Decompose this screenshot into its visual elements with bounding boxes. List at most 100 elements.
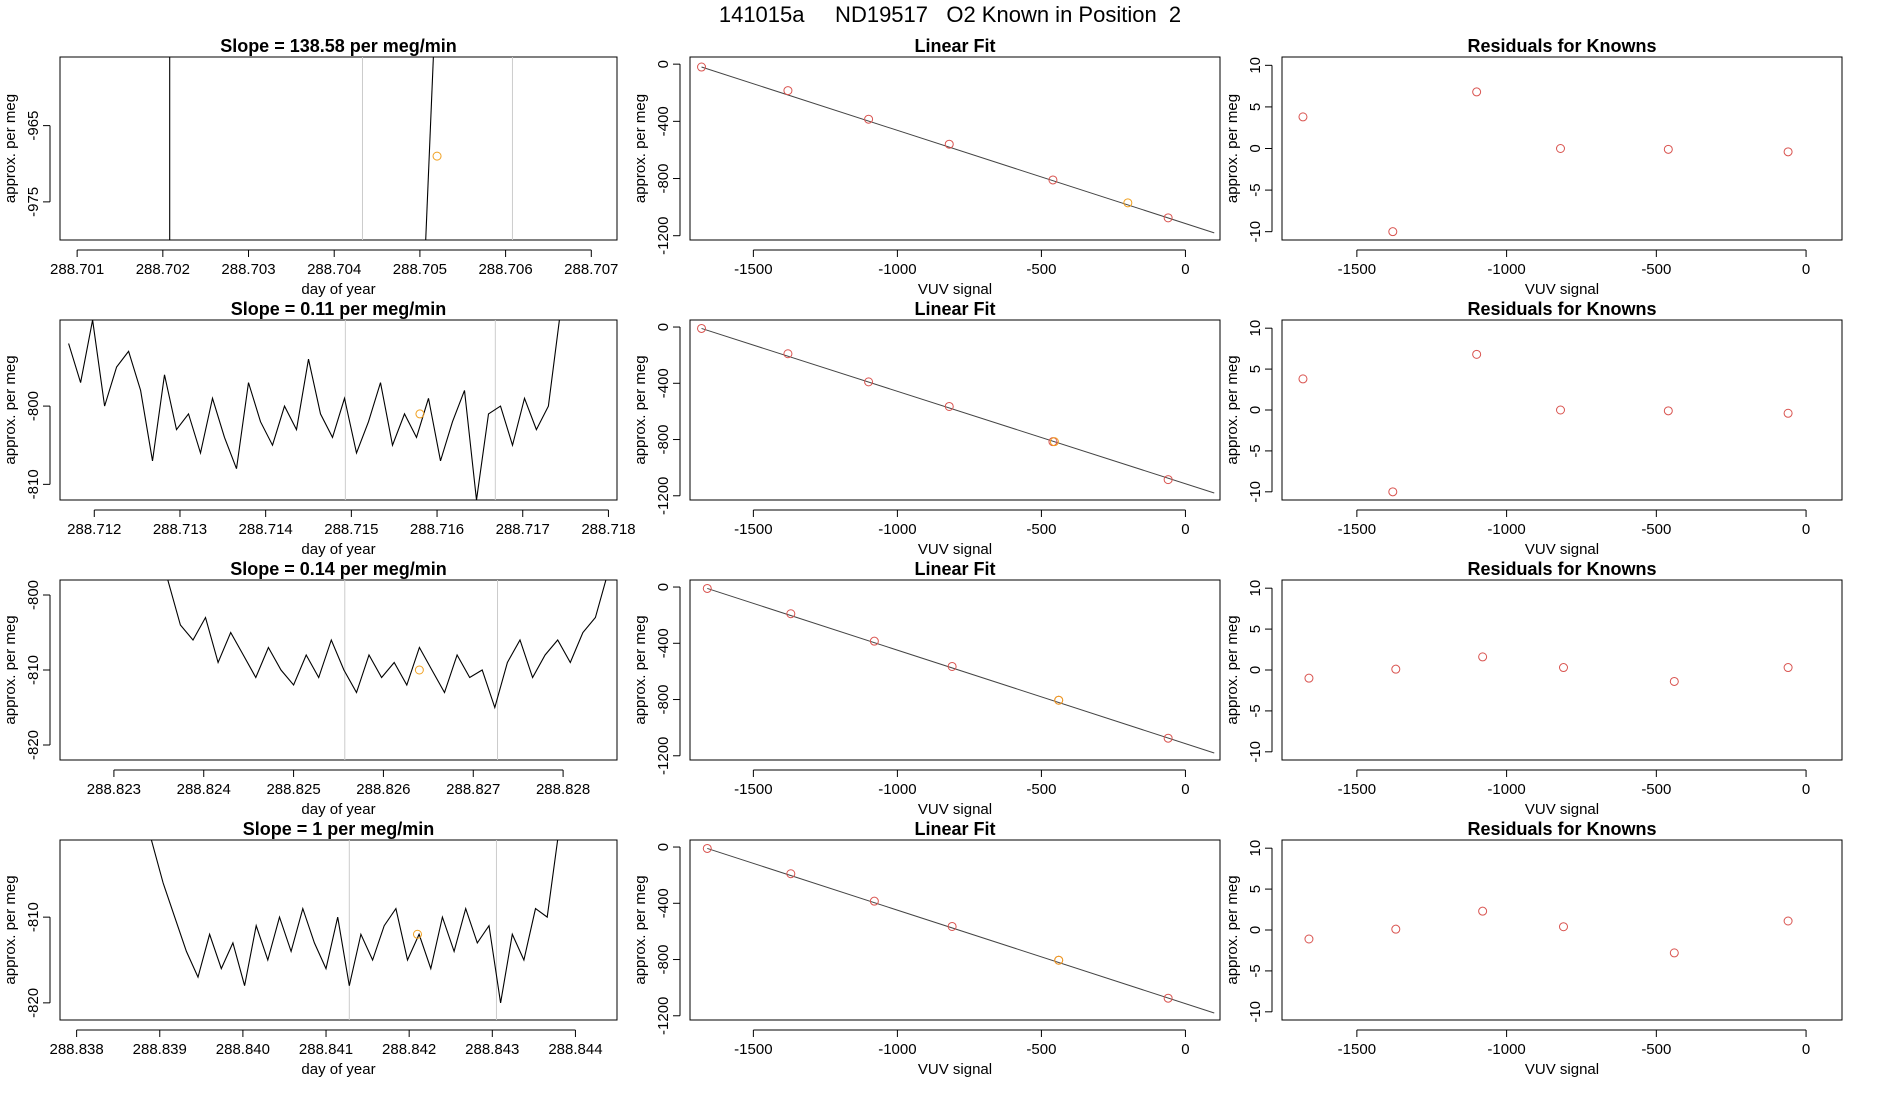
data-point [1783,147,1793,157]
highlight-point [1123,198,1133,208]
panel-title: Residuals for Knowns [1467,36,1656,56]
plot-frame [59,56,618,241]
highlight-point [1049,437,1059,447]
x-tick-label: -500 [1641,521,1671,538]
x-tick-label: -1000 [1487,261,1525,278]
y-tick-label: 5 [1247,625,1264,633]
x-tick-label: -500 [1641,781,1671,798]
data-point [783,349,793,359]
data-point [786,869,796,879]
plot-frame [59,839,618,1021]
y-tick-label: -5 [1247,704,1264,717]
y-axis-label: approx. per meg [1224,355,1241,464]
y-tick-label: -965 [25,111,42,141]
x-axis-label: VUV signal [918,541,992,558]
x-tick-label: 288.703 [221,261,275,278]
data-point [864,377,874,387]
data-point [1163,993,1173,1003]
data-point [1304,934,1314,944]
y-tick-label: -400 [655,888,672,918]
highlight-point [414,665,424,675]
y-tick-label: -5 [1247,964,1264,977]
x-tick-label: -1500 [734,1041,772,1058]
panel-title: Slope = 0.11 per meg/min [231,299,447,319]
y-tick-label: -810 [25,655,42,685]
x-axis-label: VUV signal [918,801,992,818]
data-point [702,843,712,853]
x-tick-label: 288.718 [581,521,635,538]
x-axis-label: day of year [301,801,375,818]
panel-2-3: Residuals for Knowns -1500 -1000 -500 0 VUV s… [1224,299,1843,558]
y-tick-label: -975 [25,187,42,217]
data-point [1048,175,1058,185]
x-axis-label: day of year [301,281,375,298]
y-axis-label: approx. per meg [1224,615,1241,724]
data-point [702,583,712,593]
highlight-point [415,409,425,419]
panel-3-3: Residuals for Knowns -1500 -1000 -500 0 VUV s… [1224,559,1843,818]
x-tick-label: -500 [1026,261,1056,278]
panel-4-1: Slope = 1 per meg/min 288.838 288.839 288.8… [2,819,618,1078]
series-line [425,57,434,240]
y-tick-label: -800 [25,391,42,421]
x-tick-label: -500 [1026,1041,1056,1058]
data-point [786,609,796,619]
y-tick-label: 0 [655,583,672,591]
data-point [1783,408,1793,418]
data-point [944,401,954,411]
panel-3-2: Linear Fit -1500 -1000 -500 0 VUV signal 0 -400… [632,559,1221,818]
panel-title: Linear Fit [914,36,995,56]
x-tick-label: 0 [1802,781,1810,798]
data-point [1472,87,1482,97]
y-tick-label: -810 [25,469,42,499]
y-tick-label: -400 [655,628,672,658]
x-tick-label: -1000 [1487,781,1525,798]
data-point [1163,475,1173,485]
y-tick-label: 5 [1247,365,1264,373]
page-title: 141015a ND19517 O2 Known in Position 2 [718,2,1182,27]
panel-title: Slope = 1 per meg/min [243,819,435,839]
data-point [1556,405,1566,415]
x-axis-label: day of year [301,541,375,558]
panel-title: Linear Fit [914,559,995,579]
data-point [947,661,957,671]
y-tick-label: -800 [655,425,672,455]
x-tick-label: 288.707 [564,261,618,278]
y-tick-label: -800 [655,685,672,715]
data-point [1304,673,1314,683]
x-tick-label: 288.717 [496,521,550,538]
panel-2-2: Linear Fit -1500 -1000 -500 0 VUV signal 0 -400… [632,299,1221,558]
x-tick-label: -1000 [878,261,916,278]
plot-frame [1281,579,1843,761]
y-tick-label: 5 [1247,103,1264,111]
x-tick-label: 0 [1802,261,1810,278]
panel-title: Slope = 0.14 per meg/min [230,559,447,579]
data-point [1556,144,1566,153]
plot-frame [689,56,1221,241]
highlight-point [1054,695,1064,705]
plot-frame [1281,839,1843,1021]
x-tick-label: 0 [1181,1041,1189,1058]
x-tick-label: 288.843 [465,1041,519,1058]
y-tick-label: 10 [1247,580,1264,597]
data-point [1163,213,1173,223]
y-axis-label: approx. per meg [632,875,649,984]
y-tick-label: -1200 [655,217,672,255]
data-point [869,636,879,646]
y-tick-label: -5 [1247,183,1264,196]
data-point [864,114,874,124]
panel-title: Residuals for Knowns [1467,299,1656,319]
x-tick-label: 288.704 [307,261,361,278]
x-tick-label: 0 [1802,521,1810,538]
y-tick-label: -1200 [655,997,672,1035]
y-tick-label: -820 [25,730,42,760]
x-tick-label: 0 [1181,261,1189,278]
x-tick-label: -1500 [1338,261,1376,278]
panel-title: Residuals for Knowns [1467,559,1656,579]
y-tick-label: 10 [1247,320,1264,337]
x-tick-label: 288.715 [324,521,378,538]
plot-frame [689,579,1221,761]
plot-frame [1281,56,1843,241]
x-tick-label: 288.839 [133,1041,187,1058]
y-tick-label: -800 [655,164,672,194]
